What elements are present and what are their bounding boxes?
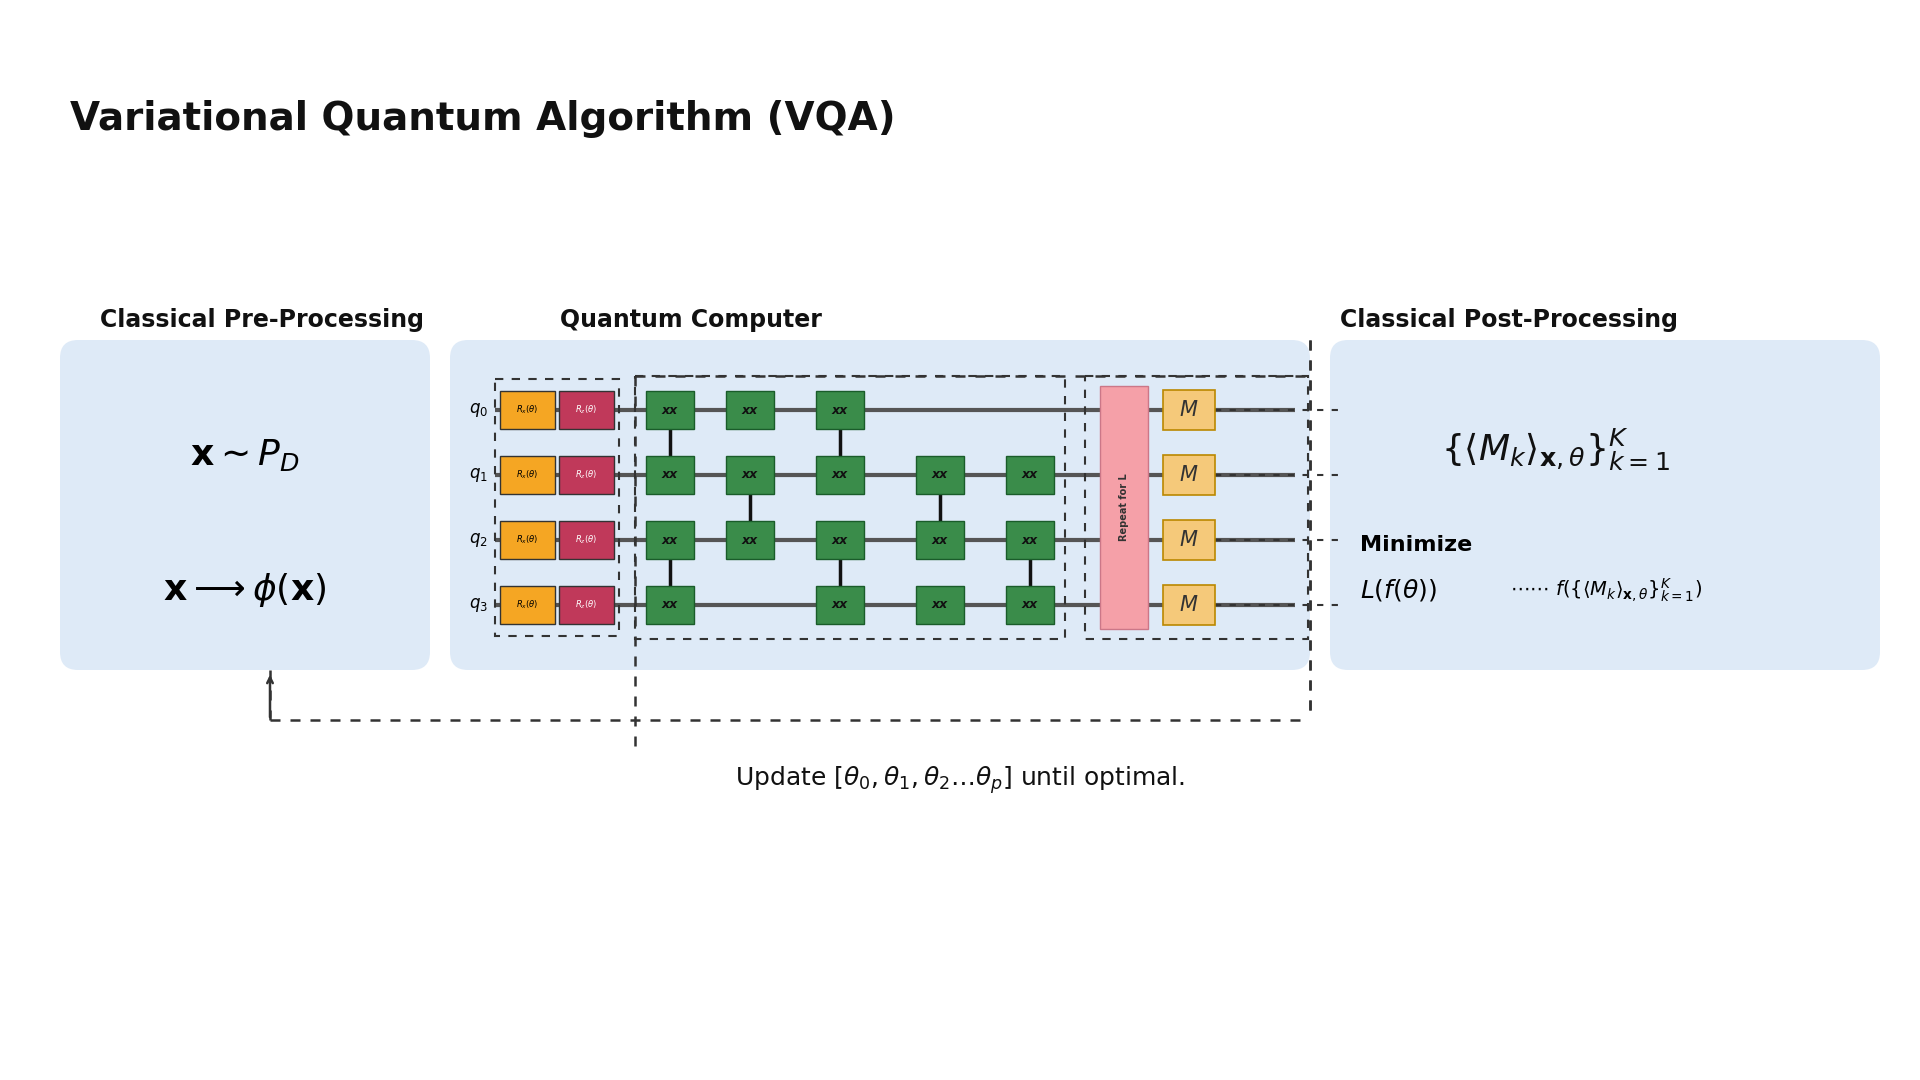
Bar (499, 456, 555, 494)
Text: xx: xx (662, 598, 678, 611)
Bar (499, 521, 555, 559)
Bar (726, 391, 774, 429)
Text: xx: xx (1021, 469, 1039, 482)
Bar (816, 586, 864, 624)
Text: $q_0$: $q_0$ (468, 401, 488, 419)
Bar (1164, 455, 1215, 495)
Bar (559, 521, 614, 559)
Text: xx: xx (1021, 534, 1039, 546)
Bar (1100, 386, 1148, 629)
Bar (916, 586, 964, 624)
Text: Repeat for L: Repeat for L (1119, 474, 1129, 541)
Text: xx: xx (741, 469, 758, 482)
Bar (1006, 521, 1054, 559)
Text: xx: xx (741, 534, 758, 546)
Bar (916, 521, 964, 559)
Bar (816, 456, 864, 494)
Text: $M$: $M$ (1179, 595, 1198, 615)
Bar (559, 391, 614, 429)
Bar (816, 391, 864, 429)
Text: $R_x(\theta)$: $R_x(\theta)$ (516, 534, 540, 546)
Bar (636, 376, 1066, 639)
Bar (559, 586, 614, 624)
Text: $R_x(\theta)$: $R_x(\theta)$ (516, 598, 540, 611)
Text: xx: xx (662, 404, 678, 417)
Text: $q_2$: $q_2$ (468, 531, 488, 549)
Text: $R_z(\theta)$: $R_z(\theta)$ (576, 469, 597, 482)
Text: $M$: $M$ (1179, 400, 1198, 420)
Text: $R_z(\theta)$: $R_z(\theta)$ (576, 598, 597, 611)
Bar (645, 391, 693, 429)
Text: xx: xx (741, 404, 758, 417)
Text: Variational Quantum Algorithm (VQA): Variational Quantum Algorithm (VQA) (69, 100, 895, 138)
Text: $R_z(\theta)$: $R_z(\theta)$ (576, 404, 597, 416)
Text: xx: xx (931, 598, 948, 611)
Text: $\mathbf{x} \sim P_D$: $\mathbf{x} \sim P_D$ (190, 437, 300, 473)
FancyBboxPatch shape (449, 340, 1309, 670)
Text: Update $[\theta_0, \theta_1, \theta_2 \ldots \theta_p]$ until optimal.: Update $[\theta_0, \theta_1, \theta_2 \l… (735, 765, 1185, 796)
Bar (1164, 585, 1215, 625)
Text: xx: xx (831, 404, 849, 417)
Text: $\cdots\cdots\ f(\{\langle M_k\rangle_{\mathbf{x},\theta}\}_{k=1}^K)$: $\cdots\cdots\ f(\{\langle M_k\rangle_{\… (1509, 577, 1701, 604)
Text: $M$: $M$ (1179, 530, 1198, 550)
Bar (1164, 519, 1215, 561)
Text: Classical Post-Processing: Classical Post-Processing (1340, 308, 1678, 332)
Bar (1085, 376, 1308, 639)
Text: xx: xx (831, 534, 849, 546)
Bar (495, 379, 618, 636)
Text: Classical Pre-Processing: Classical Pre-Processing (100, 308, 424, 332)
Bar (916, 456, 964, 494)
Bar (645, 586, 693, 624)
Text: xx: xx (831, 598, 849, 611)
Text: xx: xx (931, 469, 948, 482)
Bar (559, 456, 614, 494)
Text: $\{\langle M_k\rangle_{\mathbf{x},\theta}\}_{k=1}^{K}$: $\{\langle M_k\rangle_{\mathbf{x},\theta… (1440, 427, 1668, 473)
FancyBboxPatch shape (60, 340, 430, 670)
Text: $q_1$: $q_1$ (468, 465, 488, 484)
Bar (816, 521, 864, 559)
Bar (499, 586, 555, 624)
Text: Quantum Computer: Quantum Computer (561, 308, 822, 332)
Text: xx: xx (1021, 598, 1039, 611)
Bar (726, 521, 774, 559)
Text: xx: xx (662, 534, 678, 546)
Text: $L(f(\theta))$: $L(f(\theta))$ (1359, 577, 1436, 603)
Text: xx: xx (831, 469, 849, 482)
Text: $M$: $M$ (1179, 465, 1198, 485)
Text: Minimize: Minimize (1359, 535, 1473, 555)
Text: $R_x(\theta)$: $R_x(\theta)$ (516, 404, 540, 416)
Bar (1164, 390, 1215, 430)
FancyBboxPatch shape (1331, 340, 1880, 670)
Text: xx: xx (662, 469, 678, 482)
Bar (645, 521, 693, 559)
Text: $R_z(\theta)$: $R_z(\theta)$ (576, 534, 597, 546)
Text: $q_3$: $q_3$ (468, 596, 488, 615)
Bar (499, 391, 555, 429)
Bar (1006, 586, 1054, 624)
Text: $\mathbf{x} \longrightarrow \phi(\mathbf{x})$: $\mathbf{x} \longrightarrow \phi(\mathbf… (163, 571, 326, 609)
Bar (645, 456, 693, 494)
Bar (726, 456, 774, 494)
Text: xx: xx (931, 534, 948, 546)
Text: $R_x(\theta)$: $R_x(\theta)$ (516, 469, 540, 482)
Bar (1006, 456, 1054, 494)
